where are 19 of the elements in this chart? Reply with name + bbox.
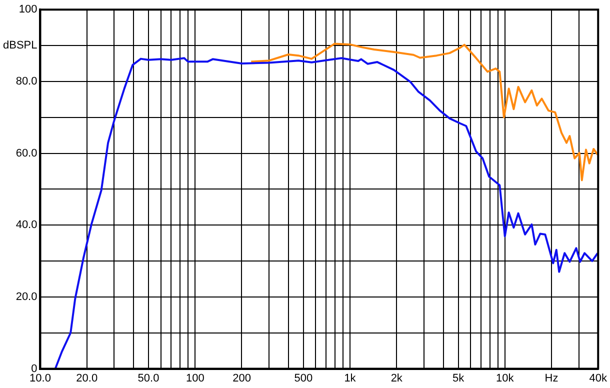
y-tick-label: 80.0 — [16, 75, 38, 88]
y-tick-label: dBSPL — [2, 40, 38, 52]
x-tick-label: 5k — [452, 372, 465, 384]
x-tick-label: 100 — [186, 372, 204, 384]
y-tick-label: 100 — [18, 4, 38, 16]
x-tick-label: 20.0 — [76, 372, 98, 384]
x-tick-label: 200 — [232, 372, 251, 384]
y-tick-label: 0 — [31, 362, 38, 375]
x-tick-label: 10k — [496, 372, 514, 384]
y-tick-label: 40.0 — [16, 219, 38, 232]
x-tick-label: 40k — [589, 372, 608, 384]
x-tick-label: Hz — [544, 372, 558, 384]
x-tick-label: 50.0 — [138, 372, 160, 384]
x-tick-label: 1k — [344, 372, 356, 384]
x-tick-label: 2k — [390, 372, 403, 384]
y-tick-label: 20.0 — [16, 290, 38, 303]
x-tick-label: 10.0 — [30, 372, 51, 384]
y-tick-label: 60.0 — [16, 147, 38, 160]
x-tick-label: 500 — [294, 372, 313, 384]
